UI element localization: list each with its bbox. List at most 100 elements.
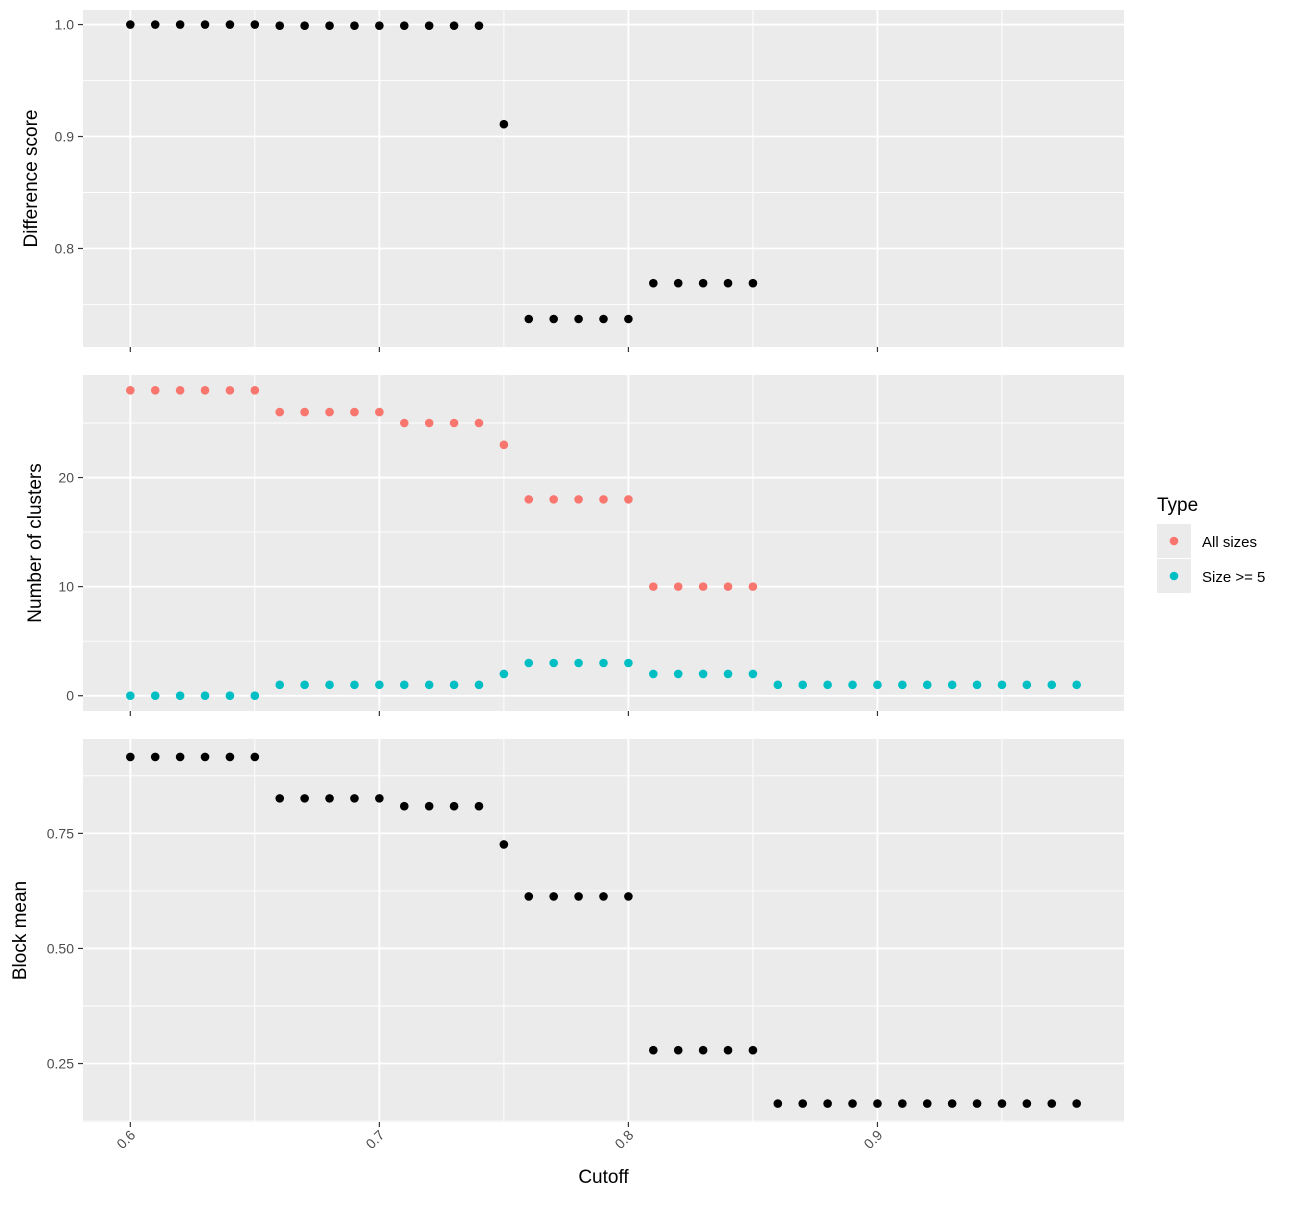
data-point	[225, 691, 235, 701]
data-point	[823, 680, 832, 690]
data-point	[873, 1099, 882, 1108]
data-point	[997, 680, 1007, 690]
data-point	[922, 680, 932, 690]
data-point	[947, 680, 957, 690]
data-point	[922, 1099, 932, 1108]
data-point	[898, 1099, 907, 1108]
data-point	[225, 20, 235, 29]
x-axis-title: Cutoff	[578, 1167, 629, 1188]
data-point	[126, 691, 135, 701]
legend: Type All sizes Size >= 5	[1157, 495, 1265, 593]
data-point	[375, 680, 384, 690]
data-point	[624, 892, 633, 901]
data-point	[200, 691, 210, 701]
y-tick-label: 0.75	[47, 825, 74, 841]
y-tick-label: 1.0	[55, 17, 75, 33]
data-point	[1022, 680, 1032, 690]
data-point	[499, 669, 509, 679]
data-point	[300, 680, 309, 690]
series-1	[126, 752, 1081, 1108]
data-point	[225, 385, 235, 395]
data-point	[300, 407, 309, 417]
data-point	[848, 1099, 857, 1108]
data-point	[449, 21, 459, 30]
data-point	[150, 20, 160, 29]
data-point	[673, 1045, 683, 1055]
y-tick-label: 0	[66, 688, 74, 704]
data-point	[399, 418, 409, 428]
data-point	[624, 495, 633, 504]
data-point	[499, 440, 509, 450]
data-point	[549, 314, 558, 324]
data-point	[574, 495, 583, 504]
panel-background	[83, 375, 1124, 711]
data-point	[723, 1045, 733, 1055]
data-point	[250, 691, 260, 701]
data-point	[823, 1099, 832, 1108]
data-point	[275, 680, 285, 690]
data-point	[474, 680, 484, 690]
data-point	[698, 582, 708, 591]
data-point	[424, 21, 434, 30]
data-point	[748, 582, 758, 591]
data-point	[947, 1099, 957, 1108]
data-point	[524, 658, 534, 668]
data-point	[873, 680, 882, 690]
data-point	[524, 495, 534, 504]
data-point	[698, 278, 708, 288]
data-point	[399, 801, 409, 811]
data-point	[449, 418, 459, 428]
data-point	[1047, 1099, 1057, 1108]
data-point	[524, 314, 534, 324]
data-point	[449, 680, 459, 690]
data-point	[723, 278, 733, 288]
data-point	[599, 892, 608, 901]
data-point	[424, 418, 434, 428]
data-point	[150, 752, 160, 762]
data-point	[175, 385, 185, 395]
data-point	[325, 21, 334, 30]
data-point	[250, 752, 260, 762]
data-point	[126, 752, 135, 762]
data-point	[748, 1045, 758, 1055]
data-point	[848, 680, 857, 690]
data-point	[350, 794, 359, 803]
data-point	[898, 680, 907, 690]
data-point	[499, 840, 509, 849]
data-point	[300, 794, 309, 803]
x-tick-label: 0.6	[113, 1127, 138, 1152]
data-point	[200, 385, 210, 395]
data-point	[150, 385, 160, 395]
data-point	[275, 21, 285, 30]
data-point	[449, 801, 459, 811]
data-point	[1047, 680, 1057, 690]
data-point	[997, 1099, 1007, 1108]
data-point	[748, 278, 758, 288]
data-point	[424, 801, 434, 811]
data-point	[325, 407, 334, 417]
series-1	[126, 385, 758, 591]
data-point	[574, 892, 583, 901]
legend-key-point	[1169, 571, 1179, 581]
data-point	[300, 21, 309, 30]
data-point	[599, 495, 608, 504]
data-point	[574, 658, 583, 668]
data-point	[499, 119, 509, 129]
legend-label: Size >= 5	[1202, 569, 1265, 586]
y-axis-title: Number of clusters	[25, 463, 46, 622]
data-point	[698, 669, 708, 679]
data-point	[798, 680, 808, 690]
data-point	[549, 892, 558, 901]
data-point	[798, 1099, 808, 1108]
data-point	[350, 680, 359, 690]
data-point	[275, 794, 285, 803]
data-point	[599, 314, 608, 324]
data-point	[624, 658, 633, 668]
y-tick-label: 20	[58, 470, 74, 486]
x-tick-label: 0.9	[860, 1127, 885, 1152]
data-point	[524, 892, 534, 901]
data-point	[673, 669, 683, 679]
data-point	[549, 495, 558, 504]
legend-title: Type	[1157, 495, 1198, 516]
data-point	[200, 20, 210, 29]
